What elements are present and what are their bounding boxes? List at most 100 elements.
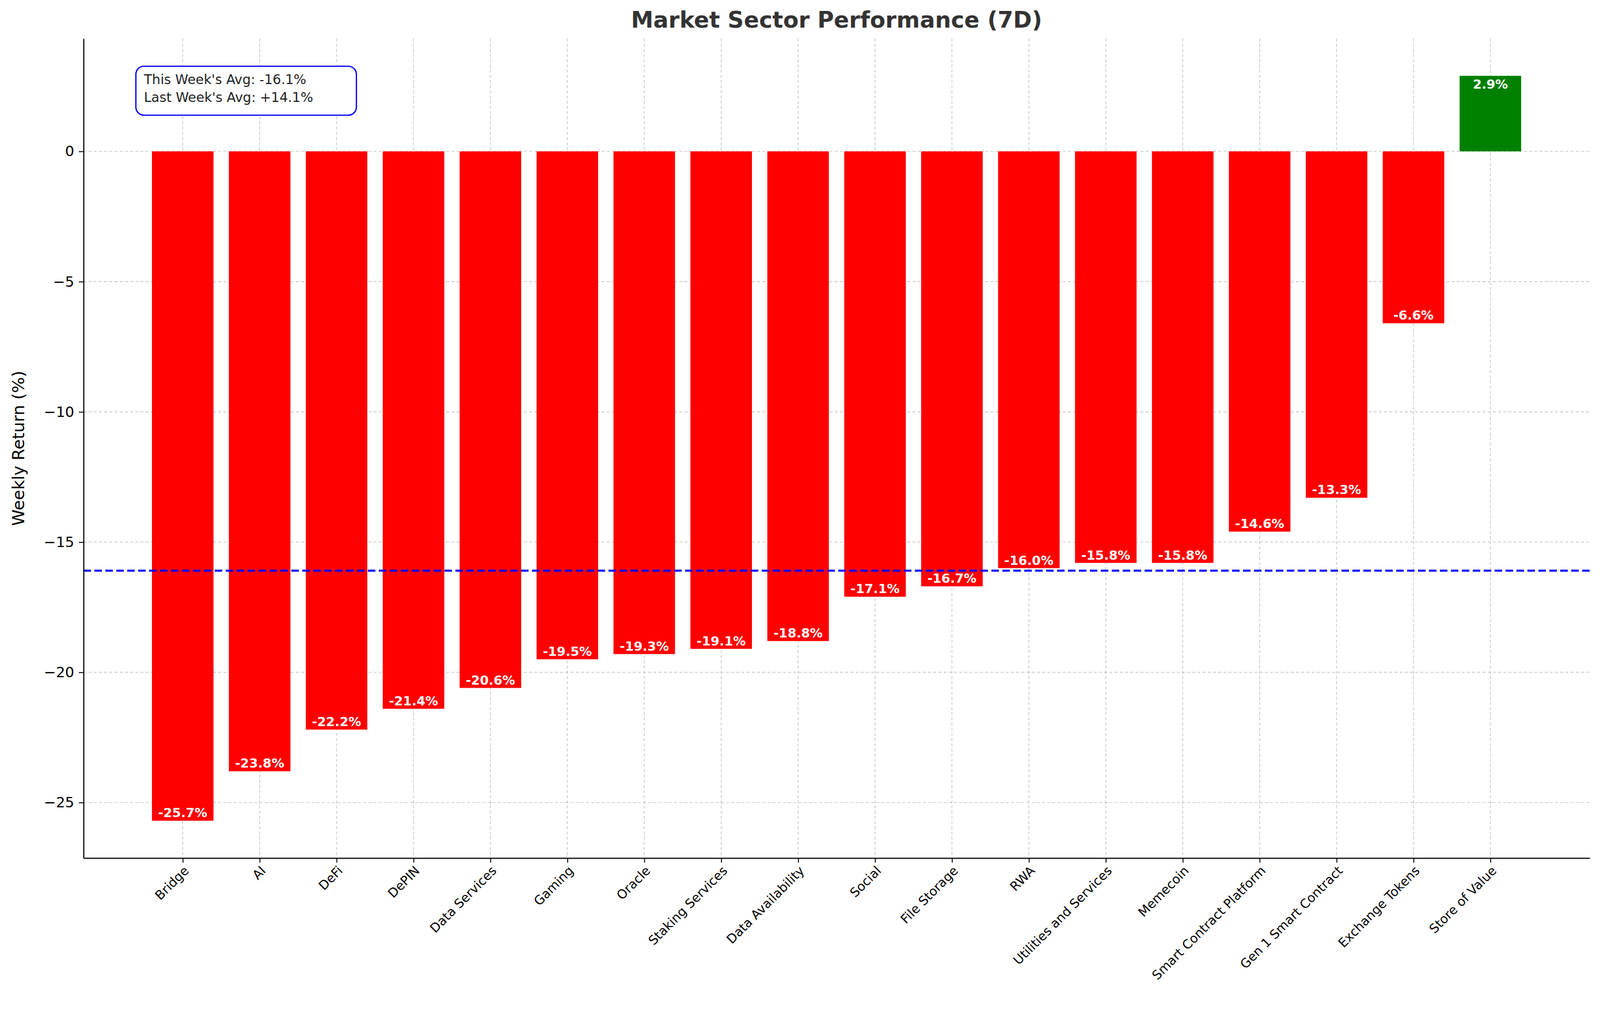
y-tick-label: 0: [65, 142, 75, 160]
y-axis-line: [83, 39, 85, 859]
x-tick: Gaming: [530, 857, 576, 909]
x-tick-label: Data Availability: [723, 863, 808, 947]
x-tick-label: Gaming: [530, 863, 576, 908]
x-tick-label: Social: [846, 863, 884, 900]
x-tick: Social: [846, 857, 884, 900]
x-axis: Bridge AI DeFi DePINData Services Gaming Orac…: [84, 857, 1591, 983]
plot-area: −25 −20 −15 −10 −5 0 Bridge AI DeFi DePINData Ser…: [43, 38, 1590, 983]
data-label: -19.5%: [542, 644, 592, 659]
grid-line: [83, 802, 1590, 803]
x-tick-mark: [1028, 857, 1031, 863]
data-label: -15.8%: [1081, 548, 1131, 563]
annotation-text: This Week's Avg: -16.1%: [143, 71, 307, 87]
x-tick: RWA: [1006, 857, 1038, 894]
x-tick-label: Staking Services: [645, 863, 731, 948]
data-label: -20.6%: [465, 673, 515, 688]
bar: [1074, 151, 1137, 564]
x-tick: Staking Services: [645, 857, 731, 948]
x-tick: Utilities and Services: [1010, 857, 1115, 968]
bar: [151, 151, 214, 821]
y-tick-label: −20: [43, 663, 75, 681]
x-tick-mark: [720, 857, 722, 863]
x-tick-label: DeFi: [316, 863, 346, 893]
data-label: 2.9%: [1472, 77, 1508, 92]
y-tick: −15: [43, 533, 84, 551]
x-tick-mark: [259, 857, 261, 863]
average-line: [83, 569, 1590, 572]
data-label: -16.0%: [1004, 553, 1054, 568]
annotation-text: Last Week's Avg: +14.1%: [143, 89, 314, 105]
annotation-frame: [135, 66, 357, 116]
bar: [1305, 151, 1368, 499]
y-tick: −10: [43, 403, 84, 421]
x-tick-label: Data Services: [427, 863, 500, 936]
bar: [998, 151, 1060, 569]
bars: [83, 75, 1590, 822]
bar: [844, 151, 906, 597]
chart: −25 −20 −15 −10 −5 0 Bridge AI DeFi DePINData Ser…: [0, 0, 1600, 1025]
x-tick-label: Bridge: [151, 863, 192, 903]
x-tick-label: Store of Value: [1426, 863, 1500, 936]
x-tick-mark: [1413, 857, 1415, 863]
bar: [690, 151, 752, 649]
x-tick: Oracle: [613, 857, 653, 903]
x-axis-line: [84, 857, 1591, 860]
x-tick: Gen 1 Smart Contract: [1237, 857, 1346, 972]
y-tick-label: −10: [43, 403, 75, 421]
x-tick-label: Memecoin: [1135, 863, 1192, 920]
data-label: -25.7%: [158, 805, 208, 820]
x-tick: Exchange Tokens: [1335, 857, 1423, 950]
x-tick-label: Utilities and Services: [1010, 863, 1115, 968]
x-tick-label: File Storage: [897, 863, 961, 927]
data-label: -13.3%: [1312, 482, 1362, 497]
x-tick-mark: [567, 857, 569, 863]
x-tick: Data Services: [427, 857, 500, 936]
grid-line: [1490, 38, 1491, 858]
y-tick-mark: [78, 802, 84, 804]
data-label: -15.8%: [1157, 548, 1207, 563]
bar: [536, 151, 599, 660]
y-tick-label: −25: [43, 793, 75, 811]
bar: [1459, 75, 1522, 152]
bar: [382, 151, 445, 709]
data-label: -22.2%: [312, 714, 361, 729]
bar: [767, 151, 830, 641]
x-tick-mark: [182, 857, 184, 863]
data-labels: -25.7%-23.8%-22.2%-21.4%-20.6%-19.5%-19.…: [158, 77, 1509, 821]
bar: [459, 151, 522, 689]
bar: [613, 151, 676, 655]
x-tick-mark: [413, 857, 415, 863]
data-label: -17.1%: [850, 581, 900, 596]
grid: [83, 38, 1590, 858]
x-tick-mark: [1182, 857, 1184, 863]
y-tick-mark: [78, 541, 84, 543]
x-tick-mark: [644, 857, 646, 863]
y-tick-label: −5: [52, 273, 75, 291]
x-tick: AI: [249, 857, 269, 883]
x-tick-mark: [336, 857, 338, 863]
x-tick: DePIN: [385, 857, 423, 901]
annotation-box: This Week's Avg: -16.1% Last Week's Avg: …: [135, 66, 357, 116]
bar: [229, 151, 291, 772]
x-tick: Store of Value: [1426, 857, 1500, 937]
x-tick-mark: [875, 857, 877, 863]
y-tick: −25: [43, 793, 84, 811]
y-tick: −20: [43, 663, 84, 681]
y-axis-title: Weekly Return (%): [8, 370, 29, 527]
x-tick-mark: [1336, 857, 1338, 863]
bar: [1228, 151, 1291, 532]
x-tick-mark: [1259, 857, 1261, 863]
y-tick-mark: [78, 411, 84, 413]
y-tick-mark: [78, 671, 84, 674]
data-label: -21.4%: [388, 693, 438, 709]
x-tick-mark: [951, 857, 953, 863]
data-label: -14.6%: [1234, 516, 1284, 531]
data-label: -19.1%: [696, 633, 746, 649]
x-tick: Memecoin: [1135, 857, 1192, 920]
bar: [1152, 151, 1214, 564]
x-tick-mark: [1490, 857, 1492, 863]
x-tick-mark: [1105, 857, 1107, 863]
x-tick: Bridge: [151, 857, 192, 903]
data-label: -19.3%: [619, 639, 669, 654]
y-tick-label: −15: [43, 533, 75, 551]
